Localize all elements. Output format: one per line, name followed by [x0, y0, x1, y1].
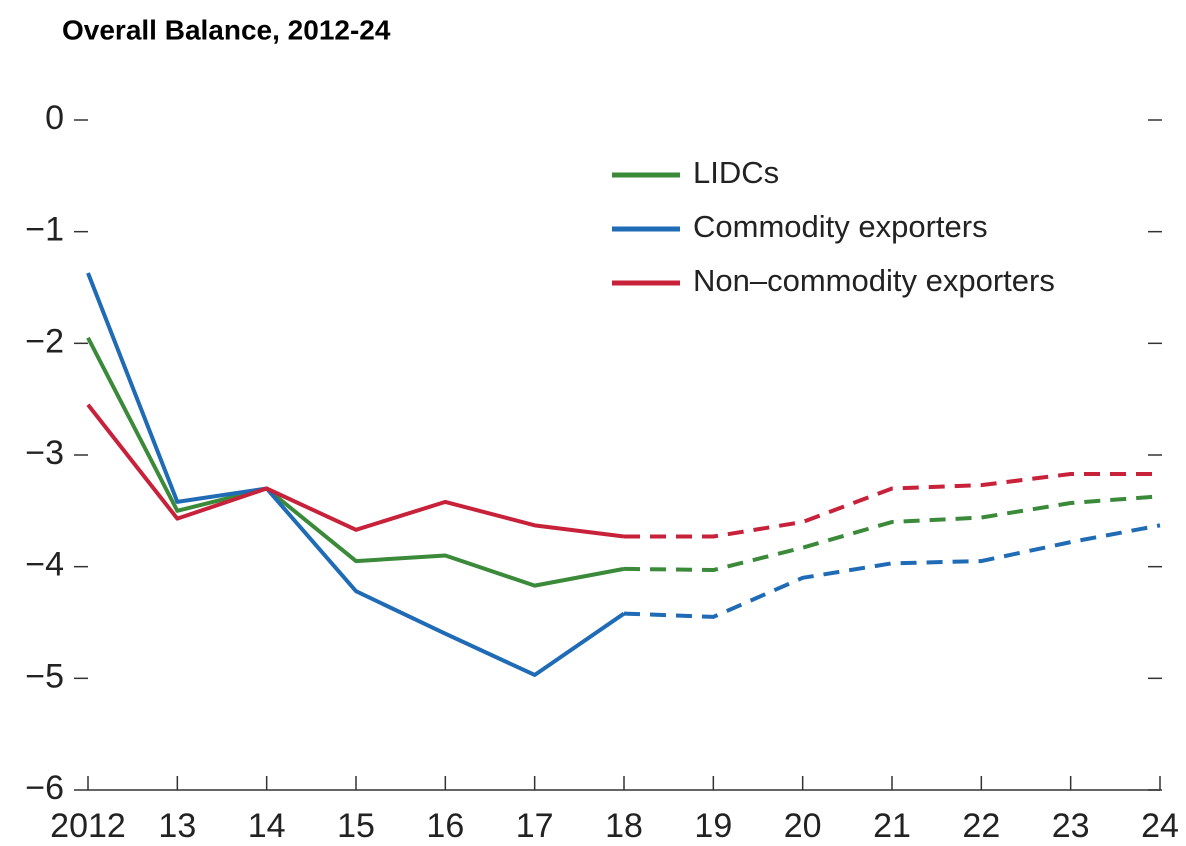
x-tick-label: 19 [694, 807, 732, 845]
x-tick-label: 22 [962, 807, 1000, 845]
series-line [86, 272, 626, 677]
legend-label: Commodity exporters [693, 209, 988, 244]
y-tick-label: −1 [25, 211, 64, 249]
x-tick-label: 15 [337, 807, 375, 845]
series-line-projection [623, 494, 1161, 573]
y-tick-label: −2 [25, 322, 64, 360]
legend-label: LIDCs [693, 155, 779, 190]
y-tick-label: 0 [45, 99, 64, 137]
y-tick-label: −6 [25, 769, 64, 807]
x-tick-label: 13 [158, 807, 196, 845]
series-line-projection [623, 523, 1161, 619]
x-tick-label: 20 [784, 807, 822, 845]
x-tick-label: 16 [426, 807, 464, 845]
series-line [86, 403, 625, 539]
x-tick-label: 23 [1052, 807, 1090, 845]
y-tick-label: −3 [25, 434, 64, 472]
x-tick-label: 18 [605, 807, 643, 845]
series-line-projection [624, 471, 1160, 539]
chart-title: Overall Balance, 2012-24 [62, 14, 391, 45]
x-tick-label: 24 [1141, 807, 1179, 845]
x-tick-label: 2012 [50, 807, 126, 845]
y-tick-label: −4 [25, 546, 64, 584]
y-tick-label: −5 [25, 657, 64, 695]
x-tick-label: 17 [516, 807, 554, 845]
legend-label: Non–commodity exporters [693, 263, 1055, 298]
series-line [86, 336, 625, 588]
x-tick-label: 21 [873, 807, 911, 845]
x-tick-label: 14 [248, 807, 286, 845]
